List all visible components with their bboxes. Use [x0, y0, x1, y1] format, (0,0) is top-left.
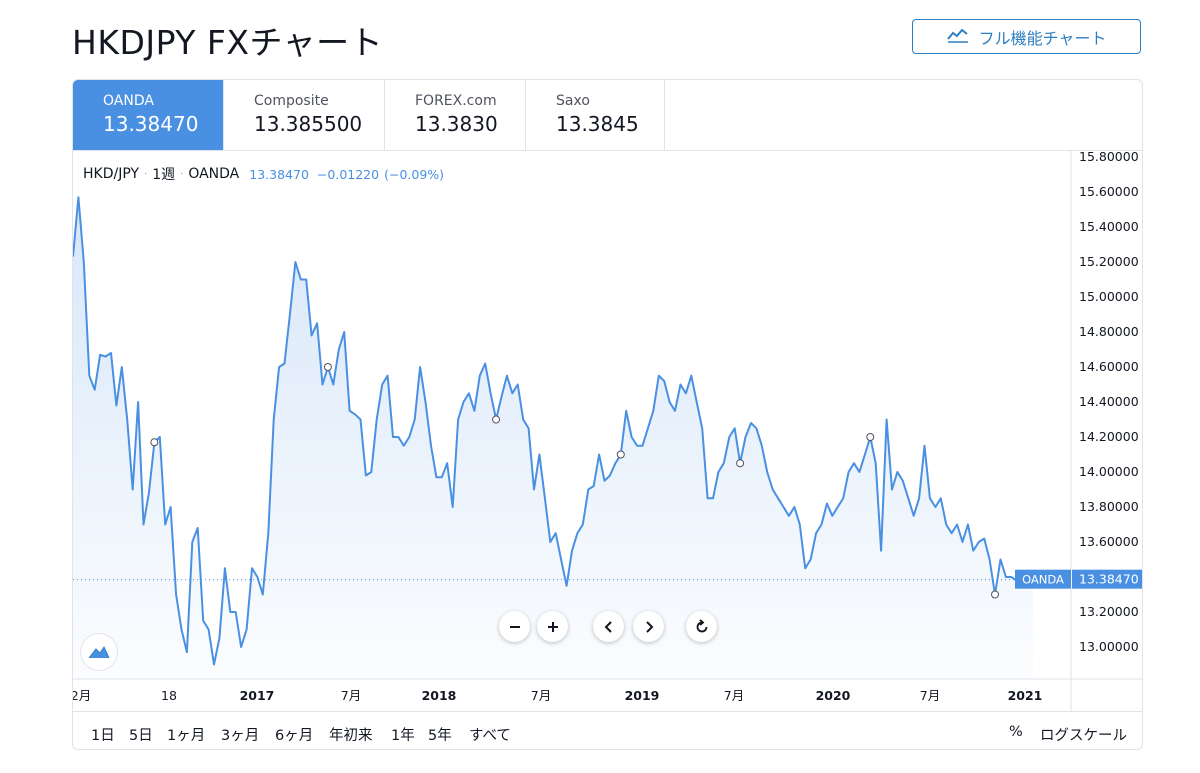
range-5d[interactable]: 5日: [129, 728, 153, 744]
y-tick-label: 15.20000: [1079, 254, 1139, 269]
legend-separator: ·: [144, 168, 148, 180]
event-marker: [866, 433, 875, 441]
tab-value: 13.38470: [103, 112, 199, 136]
tab-value: 13.3845: [556, 112, 639, 136]
y-tick-label: 14.00000: [1079, 464, 1139, 479]
page-title: HKDJPY FXチャート: [72, 23, 384, 62]
legend-source: OANDA: [188, 166, 240, 182]
x-tick-label: 2019: [625, 688, 660, 703]
y-tick-label: 14.20000: [1079, 429, 1139, 444]
tab-forex-com[interactable]: FOREX.com 13.3830: [385, 80, 526, 150]
y-tick-label: 14.60000: [1079, 359, 1139, 374]
x-tick-label: 7月: [920, 688, 940, 703]
event-marker: [492, 415, 501, 424]
full-chart-button[interactable]: フル機能チャート: [912, 19, 1141, 54]
chart-line-icon: [946, 27, 969, 47]
legend-change-pct: (−0.09%): [384, 166, 445, 182]
range-toolbar: 1日 5日 1ヶ月 3ヶ月 6ヶ月 年初来 1年 5年 すべて % ログスケール: [73, 711, 1142, 749]
legend-separator: ·: [180, 168, 184, 180]
scroll-right-icon: [645, 620, 653, 633]
x-tick-label: 7月: [341, 688, 361, 703]
tab-oanda[interactable]: OANDA 13.38470: [73, 80, 224, 150]
range-3m[interactable]: 3ヶ月: [221, 728, 260, 744]
scroll-right-button[interactable]: [633, 611, 664, 642]
tab-name: OANDA: [103, 93, 154, 109]
tab-composite[interactable]: Composite 13.385500: [224, 80, 385, 150]
price-line: [73, 196, 1034, 666]
event-marker: [736, 459, 745, 468]
y-tick-label: 14.40000: [1079, 394, 1139, 409]
chart-panel: OANDA 13.38470 Composite 13.385500 FOREX…: [72, 79, 1143, 750]
x-tick-label: 2月: [73, 688, 91, 703]
y-tick-label: 15.60000: [1079, 184, 1139, 199]
y-tick-label: 13.00000: [1079, 639, 1139, 654]
event-marker: [150, 438, 159, 447]
legend-interval: 1週: [152, 167, 176, 183]
source-tabs: OANDA 13.38470 Composite 13.385500 FOREX…: [73, 80, 1142, 151]
legend-symbol: HKD/JPY: [83, 166, 140, 182]
zoom-in-icon: [547, 621, 558, 632]
legend-change: −0.01220: [316, 166, 380, 182]
log-scale-toggle[interactable]: ログスケール: [1040, 728, 1127, 744]
scroll-left-button[interactable]: [593, 611, 624, 642]
y-tick-label: 13.80000: [1079, 499, 1139, 514]
y-tick-label: 13.60000: [1079, 534, 1139, 549]
y-tick-label: 15.80000: [1079, 149, 1139, 164]
scroll-left-icon: [604, 620, 612, 633]
range-1y[interactable]: 1年: [391, 728, 415, 744]
price-chart[interactable]: 15.80000 15.60000 15.40000 15.20000 15.00000…: [73, 80, 1142, 711]
tab-name: FOREX.com: [415, 93, 497, 109]
event-marker: [323, 363, 332, 371]
zoom-in-button[interactable]: [537, 611, 568, 642]
tab-name: Saxo: [556, 93, 590, 109]
tab-name: Composite: [254, 93, 329, 109]
range-1d[interactable]: 1日: [91, 728, 115, 744]
event-marker: [991, 590, 1000, 599]
zoom-out-button[interactable]: [499, 611, 530, 642]
price-tag-value: 13.38470: [1079, 572, 1139, 587]
x-tick-label: 7月: [724, 688, 744, 703]
range-5y[interactable]: 5年: [428, 728, 452, 744]
y-tick-label: 15.40000: [1079, 219, 1139, 234]
range-ytd[interactable]: 年初来: [329, 728, 373, 744]
y-tick-label: 13.20000: [1079, 604, 1139, 619]
event-marker: [616, 450, 625, 459]
range-all[interactable]: すべて: [469, 728, 511, 744]
x-tick-label: 2020: [816, 688, 851, 703]
tradingview-logo-icon[interactable]: [80, 633, 118, 671]
x-tick-label: 18: [161, 688, 177, 703]
price-tag-value-box: [1072, 569, 1142, 589]
price-tag-source-box: [1015, 569, 1071, 589]
chart-legend: HKD/JPY · 1週 · OANDA 13.38470 −0.01220 (…: [83, 164, 444, 184]
x-tick-label: 2018: [422, 688, 457, 703]
reset-button[interactable]: [686, 611, 717, 642]
y-tick-label: 14.80000: [1079, 324, 1139, 339]
x-tick-label: 7月: [531, 688, 551, 703]
reset-icon: [696, 618, 707, 632]
full-chart-button-label: フル機能チャート: [978, 28, 1107, 48]
tab-value: 13.3830: [415, 112, 498, 136]
price-area-fill: [73, 197, 1033, 679]
price-tag-source: OANDA: [1022, 573, 1064, 587]
percent-scale-toggle[interactable]: %: [1009, 724, 1023, 740]
legend-price: 13.38470: [249, 166, 309, 182]
tab-value: 13.385500: [254, 112, 363, 136]
zoom-out-icon: [509, 625, 520, 628]
range-6m[interactable]: 6ヶ月: [275, 728, 314, 744]
x-tick-label: 2017: [240, 688, 275, 703]
range-1m[interactable]: 1ヶ月: [167, 728, 206, 744]
x-tick-label: 2021: [1008, 688, 1043, 703]
y-tick-label: 15.00000: [1079, 289, 1139, 304]
tab-saxo[interactable]: Saxo 13.3845: [526, 80, 665, 150]
